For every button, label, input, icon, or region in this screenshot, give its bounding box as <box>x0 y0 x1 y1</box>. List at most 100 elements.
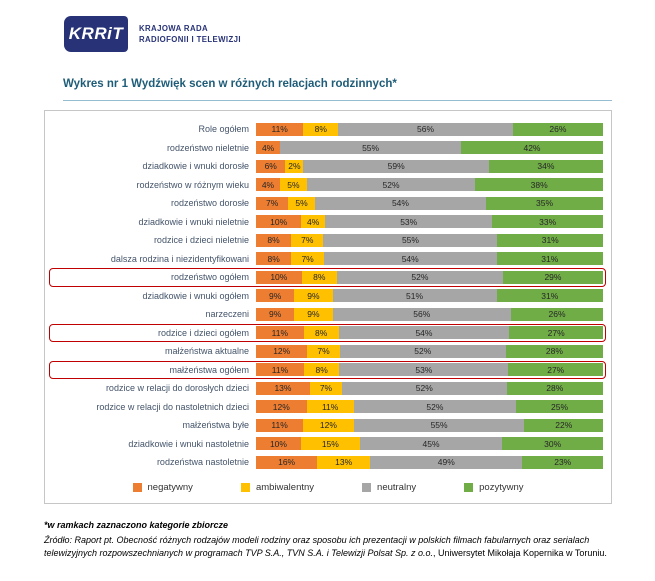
category-label: rodzeństwo w różnym wieku <box>136 179 249 190</box>
bar-segment-ambiwalentny: 7% <box>291 252 324 266</box>
bar-value-label: 54% <box>401 253 419 264</box>
chart-row: małżeństwa byłe 11% 12% 55% 22% <box>51 416 603 435</box>
category-label: narzeczeni <box>205 309 249 320</box>
bar-segment-ambiwalentny: 15% <box>300 437 360 451</box>
bar-segment-negatywny: 11% <box>256 418 304 432</box>
org-name-line2: RADIOFONII I TELEWIZJI <box>139 35 241 44</box>
bar-value-label: 52% <box>411 272 429 283</box>
bar-segment-pozytywny: 27% <box>509 326 603 340</box>
bar-value-label: 27% <box>547 327 565 338</box>
stacked-bar: 13% 7% 52% 28% <box>256 381 603 395</box>
bar-value-label: 8% <box>267 235 280 246</box>
bar-segment-pozytywny: 29% <box>502 270 603 284</box>
legend-label: pozytywny <box>479 482 524 493</box>
bar-segment-negatywny: 9% <box>256 289 295 303</box>
stacked-bar: 10% 8% 52% 29% <box>256 270 603 284</box>
bar-value-label: 8% <box>315 364 328 375</box>
bar-segment-ambiwalentny: 13% <box>317 455 371 469</box>
bar-segment-pozytywny: 30% <box>502 437 603 451</box>
bar-value-label: 8% <box>267 253 280 264</box>
category-label: rodzeństwo nieletnie <box>166 142 249 153</box>
category-label: dziadkowie i wnuki nastoletnie <box>128 438 249 449</box>
bar-segment-ambiwalentny: 8% <box>303 326 339 340</box>
bar-value-label: 45% <box>422 438 440 449</box>
bar-segment-neutralny: 53% <box>325 215 493 229</box>
bar-segment-pozytywny: 31% <box>496 289 603 303</box>
bar-segment-neutralny: 49% <box>370 455 523 469</box>
footnote-collective-note: *w ramkach zaznaczono kategorie zbiorcze <box>44 520 229 530</box>
bar-value-label: 26% <box>549 124 567 135</box>
stacked-bar: 11% 12% 55% 22% <box>256 418 603 432</box>
bar-segment-pozytywny: 35% <box>486 196 604 210</box>
bar-segment-ambiwalentny: 7% <box>307 344 340 358</box>
bar-value-label: 27% <box>547 364 565 375</box>
bar-segment-neutralny: 55% <box>280 141 461 155</box>
bar-value-label: 9% <box>268 309 282 320</box>
chart-title: Wykres nr 1 Wydźwięk scen w różnych rela… <box>63 78 397 90</box>
category-label: małżeństwa aktualne <box>164 346 249 357</box>
legend-swatch-negatywny <box>132 483 142 492</box>
bar-segment-negatywny: 10% <box>256 215 302 229</box>
bar-value-label: 12% <box>319 420 337 431</box>
chart-row: rodzice i dzieci ogółem 11% 8% 54% 27% <box>49 323 606 343</box>
chart-row: rodzice w relacji do nastoletnich dzieci… <box>51 398 603 417</box>
stacked-bar: 6% 2% 59% 34% <box>256 159 603 173</box>
bar-segment-negatywny: 12% <box>256 344 308 358</box>
chart-frame: Role ogółem 11% 8% 56% 26% rodzeństwo nieletn… <box>44 110 612 504</box>
bar-value-label: 8% <box>314 124 327 135</box>
bar-value-label: 12% <box>272 401 290 412</box>
stacked-bar: 11% 8% 56% 26% <box>256 122 604 136</box>
bar-segment-neutralny: 52% <box>353 400 517 414</box>
bar-value-label: 11% <box>271 364 289 375</box>
bar-value-label: 26% <box>548 309 566 320</box>
chart-row: rodzeństwo w różnym wieku 4% 5% 52% 38% <box>51 176 603 195</box>
legend-item-ambiwalentny: ambiwalentny <box>240 482 314 493</box>
stacked-bar: 8% 7% 54% 31% <box>256 252 603 266</box>
bar-value-label: 4% <box>261 142 275 153</box>
bar-value-label: 34% <box>537 161 555 172</box>
chart-row: dalsza rodzina i niezidentyfikowani 8% 7% 5… <box>51 250 603 269</box>
bar-value-label: 11% <box>271 124 288 135</box>
bar-value-label: 54% <box>391 198 409 209</box>
bar-value-label: 49% <box>437 457 455 468</box>
bar-segment-neutralny: 56% <box>332 307 511 321</box>
bar-segment-neutralny: 54% <box>338 326 510 340</box>
bar-value-label: 10% <box>269 438 287 449</box>
bar-value-label: 7% <box>301 235 314 246</box>
bar-segment-negatywny: 8% <box>256 233 292 247</box>
chart-row: rodzice i dzieci nieletnie 8% 7% 55% 31% <box>51 231 603 250</box>
legend-swatch-pozytywny <box>464 483 474 492</box>
bar-value-label: 31% <box>541 235 559 246</box>
bar-value-label: 7% <box>265 198 279 209</box>
bar-segment-pozytywny: 28% <box>506 381 603 395</box>
bar-segment-neutralny: 45% <box>359 437 503 451</box>
bar-segment-negatywny: 10% <box>256 437 301 451</box>
bar-value-label: 11% <box>321 401 339 412</box>
stacked-bar: 9% 9% 51% 31% <box>256 289 603 303</box>
bar-value-label: 4% <box>307 216 320 227</box>
bar-value-label: 4% <box>261 179 275 190</box>
bar-value-label: 56% <box>413 309 431 320</box>
bar-value-label: 33% <box>539 216 557 227</box>
bar-value-label: 12% <box>273 346 291 357</box>
bar-segment-negatywny: 12% <box>256 400 307 414</box>
stacked-bar: 10% 15% 45% 30% <box>256 437 603 451</box>
chart-row: dziadkowie i wnuki ogółem 9% 9% 51% 31% <box>51 287 603 306</box>
bar-value-label: 38% <box>530 179 548 190</box>
category-label: rodzice i dzieci nieletnie <box>153 235 249 246</box>
bar-value-label: 30% <box>544 438 562 449</box>
bar-value-label: 42% <box>523 142 541 153</box>
legend-item-negatywny: negatywny <box>132 482 193 493</box>
bar-segment-pozytywny: 25% <box>516 400 603 414</box>
bar-value-label: 23% <box>554 457 572 468</box>
bar-segment-negatywny: 7% <box>256 196 289 210</box>
chart-row: rodzeństwa nastoletnie 16% 13% 49% 23% <box>51 453 603 472</box>
stacked-bar: 16% 13% 49% 23% <box>256 455 603 469</box>
bar-segment-negatywny: 13% <box>256 381 310 395</box>
footnote-source: Źródło: Raport pt. Obecność różnych rodz… <box>44 534 614 560</box>
stacked-bar: 4% 55% 42% <box>256 141 603 155</box>
category-label: małżeństwa ogółem <box>169 364 249 375</box>
stacked-bar: 10% 4% 53% 33% <box>256 215 603 229</box>
bar-segment-negatywny: 4% <box>256 178 280 192</box>
bar-value-label: 22% <box>555 420 573 431</box>
